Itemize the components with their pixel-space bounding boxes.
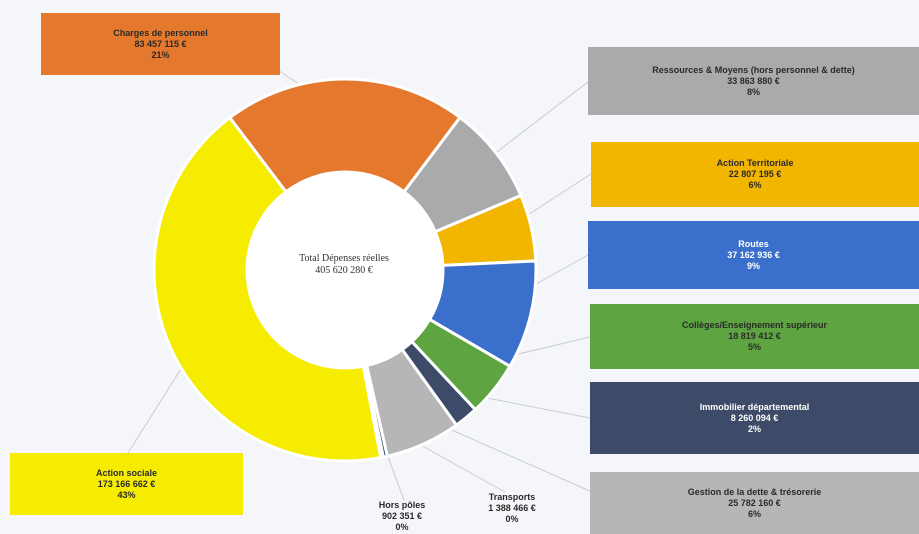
- label-pct: 5%: [747, 342, 761, 352]
- slice-sociale: [152, 115, 383, 463]
- label-amount: 8 260 094 €: [730, 412, 779, 423]
- label-box-territoriale: Action Territoriale 22 807 195 € 6%: [591, 142, 919, 207]
- label-name: Charges de personnel: [113, 27, 208, 38]
- center-title: Total Dépenses réelles: [299, 253, 389, 264]
- label-pct: 0%: [395, 522, 409, 532]
- label-pct: 2%: [747, 423, 761, 434]
- label-pct: 21%: [151, 49, 170, 60]
- label-name: Gestion de la dette & trésorerie: [687, 486, 822, 497]
- label-amount: 902 351 €: [381, 511, 423, 521]
- label-name: Collèges/Enseignement supérieur: [681, 320, 828, 330]
- label-box-ressources: Ressources & Moyens (hors personnel & de…: [588, 47, 919, 115]
- label-name: Transports: [488, 492, 536, 502]
- label-pct: 43%: [117, 489, 136, 500]
- label-amount: 1 388 466 €: [488, 503, 536, 513]
- label-horspoles: Hors pôles 902 351 € 0%: [360, 500, 444, 533]
- label-box-personnel: Charges de personnel 83 457 115 € 21%: [41, 13, 280, 75]
- label-name: Hors pôles: [378, 500, 426, 510]
- label-name: Ressources & Moyens (hors personnel & de…: [652, 64, 855, 75]
- label-pct: 8%: [746, 86, 760, 97]
- label-transports: Transports 1 388 466 € 0%: [468, 492, 556, 525]
- label-name: Immobilier départemental: [699, 401, 810, 412]
- label-amount: 33 863 880 €: [727, 75, 780, 86]
- label-box-sociale: Action sociale 173 166 662 € 43%: [10, 453, 243, 515]
- label-pct: 6%: [748, 180, 762, 190]
- label-name: Routes: [738, 238, 769, 249]
- label-name: Action Territoriale: [716, 158, 794, 168]
- center-total-label: Total Dépenses réelles 405 620 280 €: [278, 253, 410, 277]
- label-box-dette: Gestion de la dette & trésorerie 25 782 …: [590, 472, 919, 534]
- center-total-value: 405 620 280 €: [315, 265, 373, 276]
- slice-personnel: [227, 77, 463, 194]
- label-amount: 37 162 936 €: [727, 249, 780, 260]
- label-amount: 25 782 160 €: [728, 497, 781, 508]
- donut-hole: [248, 173, 442, 367]
- label-box-colleges: Collèges/Enseignement supérieur 18 819 4…: [590, 304, 919, 369]
- label-amount: 18 819 412 €: [728, 331, 781, 341]
- label-amount: 173 166 662 €: [97, 478, 156, 489]
- label-pct: 0%: [505, 514, 519, 524]
- label-name: Action sociale: [95, 467, 158, 478]
- label-box-immobilier: Immobilier départemental 8 260 094 € 2%: [590, 382, 919, 454]
- label-amount: 22 807 195 €: [728, 169, 782, 179]
- label-box-routes: Routes 37 162 936 € 9%: [588, 221, 919, 289]
- label-amount: 83 457 115 €: [134, 38, 187, 49]
- label-pct: 6%: [747, 508, 761, 519]
- label-pct: 9%: [746, 260, 760, 271]
- donut-slices: [152, 77, 538, 463]
